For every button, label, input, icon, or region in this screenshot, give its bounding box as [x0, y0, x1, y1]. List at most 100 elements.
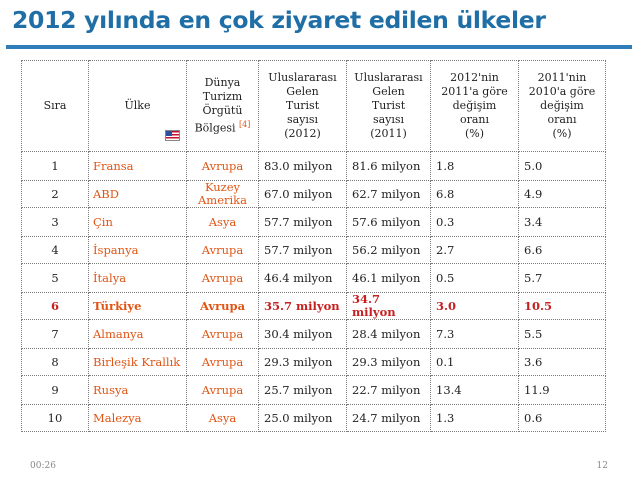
header-line: 2012'nin: [450, 71, 499, 84]
change-2012-cell: 7.3: [430, 319, 519, 349]
tourism-table: Sıra Ülke Dünya Turizm Örgütü Bölgesi [4…: [21, 60, 606, 432]
header-line: sayısı: [286, 113, 319, 126]
arrivals-2012-cell: 57.7 milyon: [258, 207, 347, 237]
header-line: 2010'a göre: [528, 85, 596, 98]
change-2011-cell: 5.7: [518, 263, 606, 293]
table-row: 6 Türkiye Avrupa 35.7 milyon 34.7 milyon 3.0 1…: [21, 292, 606, 320]
arrivals-2011-cell: 81.6 milyon: [346, 151, 431, 181]
table-container: Sıra Ülke Dünya Turizm Örgütü Bölgesi [4…: [21, 60, 606, 432]
arrivals-2012-cell: 57.7 milyon: [258, 236, 347, 264]
header-line: (%): [552, 127, 572, 140]
table-row: 5 İtalya Avrupa 46.4 milyon 46.1 milyon 0.5 5.…: [21, 263, 606, 293]
table-row: 1 Fransa Avrupa 83.0 milyon 81.6 milyon 1.8 5.…: [21, 151, 606, 181]
region-link[interactable]: Asya: [186, 404, 259, 432]
change-2011-cell: 5.5: [518, 319, 606, 349]
change-2012-cell: 1.3: [430, 404, 519, 432]
change-2012-cell: 0.5: [430, 263, 519, 293]
header-ulke-label: Ülke: [124, 99, 151, 112]
header-gelen-2012: Uluslararası Gelen Turist sayısı (2012): [258, 60, 347, 152]
header-line: değişim: [540, 99, 584, 112]
table-body: 1 Fransa Avrupa 83.0 milyon 81.6 milyon 1.8 5.…: [21, 151, 606, 432]
country-link[interactable]: Fransa: [88, 151, 187, 181]
header-gelen-2011: Uluslararası Gelen Turist sayısı (2011): [346, 60, 431, 152]
country-link[interactable]: İtalya: [88, 263, 187, 293]
arrivals-2011-cell: 22.7 milyon: [346, 375, 431, 405]
region-link[interactable]: Avrupa: [186, 263, 259, 293]
change-2011-cell: 3.6: [518, 348, 606, 376]
header-degisim-2011: 2011'nin 2010'a göre değişim oranı (%): [518, 60, 606, 152]
header-line: oranı: [459, 113, 490, 126]
header-line: Gelen: [372, 85, 405, 98]
header-line: Uluslararası: [268, 71, 337, 84]
region-link[interactable]: Avrupa: [186, 236, 259, 264]
header-bolge-line: Dünya: [204, 76, 241, 90]
country-link[interactable]: Malezya: [88, 404, 187, 432]
change-2011-cell: 3.4: [518, 207, 606, 237]
header-ulke: Ülke: [88, 60, 187, 152]
arrivals-2012-cell: 25.7 milyon: [258, 375, 347, 405]
arrivals-2011-cell: 28.4 milyon: [346, 319, 431, 349]
header-row: Sıra Ülke Dünya Turizm Örgütü Bölgesi [4…: [21, 60, 606, 152]
change-2011-cell: 10.5: [518, 292, 606, 320]
region-link[interactable]: Asya: [186, 207, 259, 237]
table-row: 10 Malezya Asya 25.0 milyon 24.7 milyon 1.3 0.…: [21, 404, 606, 432]
header-line: sayısı: [372, 113, 405, 126]
region-link[interactable]: Avrupa: [186, 151, 259, 181]
header-line: oranı: [547, 113, 577, 126]
rank-cell: 6: [21, 292, 89, 320]
header-bolge-line: Örgütü: [202, 104, 243, 118]
header-sira: Sıra: [21, 60, 89, 152]
region-link[interactable]: Avrupa: [186, 292, 259, 320]
country-link[interactable]: Çin: [88, 207, 187, 237]
country-link[interactable]: İspanya: [88, 236, 187, 264]
reference-link[interactable]: [4]: [239, 120, 251, 130]
country-link[interactable]: Türkiye: [88, 292, 187, 320]
region-link[interactable]: Kuzey Amerika: [186, 180, 259, 208]
header-line: 2011'a göre: [441, 85, 508, 98]
table-row: 2 ABD Kuzey Amerika 67.0 milyon 62.7 milyon 6…: [21, 180, 606, 208]
header-line: (2012): [284, 127, 321, 140]
table-row: 4 İspanya Avrupa 57.7 milyon 56.2 milyon 2.7 6…: [21, 236, 606, 264]
header-line: 2011'nin: [537, 71, 587, 84]
change-2011-cell: 11.9: [518, 375, 606, 405]
arrivals-2012-cell: 83.0 milyon: [258, 151, 347, 181]
header-line: Turist: [285, 99, 320, 112]
country-link[interactable]: Birleşik Krallık: [88, 348, 187, 376]
arrivals-2011-cell: 46.1 milyon: [346, 263, 431, 293]
region-link[interactable]: Avrupa: [186, 348, 259, 376]
header-line: Gelen: [286, 85, 319, 98]
slide-title: 2012 yılında en çok ziyaret edilen ülkel…: [12, 6, 546, 34]
change-2012-cell: 0.3: [430, 207, 519, 237]
rank-cell: 2: [21, 180, 89, 208]
change-2011-cell: 6.6: [518, 236, 606, 264]
rank-cell: 3: [21, 207, 89, 237]
region-link[interactable]: Avrupa: [186, 375, 259, 405]
header-degisim-2012: 2012'nin 2011'a göre değişim oranı (%): [430, 60, 519, 152]
header-bolge-line: Turizm: [202, 90, 243, 104]
arrivals-2011-cell: 29.3 milyon: [346, 348, 431, 376]
arrivals-2012-cell: 25.0 milyon: [258, 404, 347, 432]
header-line: (%): [464, 127, 485, 140]
arrivals-2012-cell: 67.0 milyon: [258, 180, 347, 208]
arrivals-2011-cell: 57.6 milyon: [346, 207, 431, 237]
change-2012-cell: 0.1: [430, 348, 519, 376]
change-2012-cell: 2.7: [430, 236, 519, 264]
table-row: 3 Çin Asya 57.7 milyon 57.6 milyon 0.3 3.4: [21, 207, 606, 237]
arrivals-2011-cell: 24.7 milyon: [346, 404, 431, 432]
rank-cell: 4: [21, 236, 89, 264]
region-link[interactable]: Avrupa: [186, 319, 259, 349]
change-2011-cell: 0.6: [518, 404, 606, 432]
arrivals-2011-cell: 62.7 milyon: [346, 180, 431, 208]
arrivals-2011-cell: 34.7 milyon: [346, 292, 431, 320]
header-bolge-line: Bölgesi: [194, 121, 236, 135]
country-link[interactable]: Rusya: [88, 375, 187, 405]
header-line: Turist: [371, 99, 406, 112]
header-bolge: Dünya Turizm Örgütü Bölgesi [4]: [186, 60, 259, 152]
country-link[interactable]: ABD: [88, 180, 187, 208]
country-link[interactable]: Almanya: [88, 319, 187, 349]
arrivals-2012-cell: 29.3 milyon: [258, 348, 347, 376]
rank-cell: 7: [21, 319, 89, 349]
table-row: 9 Rusya Avrupa 25.7 milyon 22.7 milyon 13.4 11…: [21, 375, 606, 405]
change-2011-cell: 5.0: [518, 151, 606, 181]
rank-cell: 10: [21, 404, 89, 432]
